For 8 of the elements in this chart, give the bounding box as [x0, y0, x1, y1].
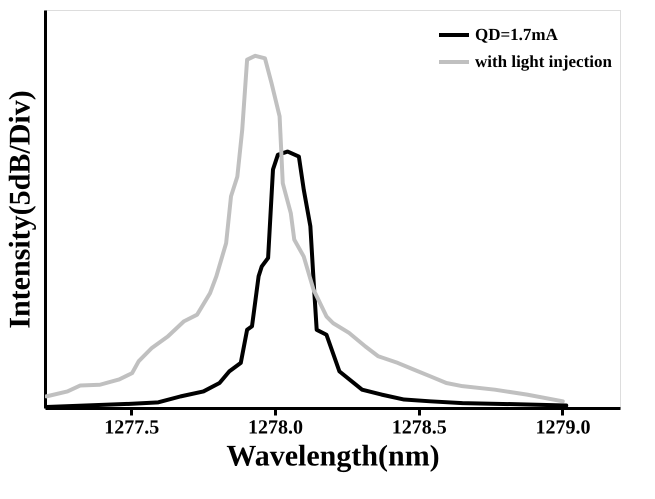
legend-label: QD=1.7mA	[475, 25, 559, 44]
y-axis-title: Intensity(5dB/Div)	[4, 90, 36, 329]
legend-label: with light injection	[475, 52, 612, 71]
x-tick-label: 1279.0	[536, 416, 590, 438]
x-axis-title: Wavelength(nm)	[226, 440, 440, 472]
x-tick-label: 1278.0	[248, 416, 303, 438]
x-tick-label: 1278.5	[392, 416, 447, 438]
x-tick-label: 1277.5	[104, 416, 160, 438]
